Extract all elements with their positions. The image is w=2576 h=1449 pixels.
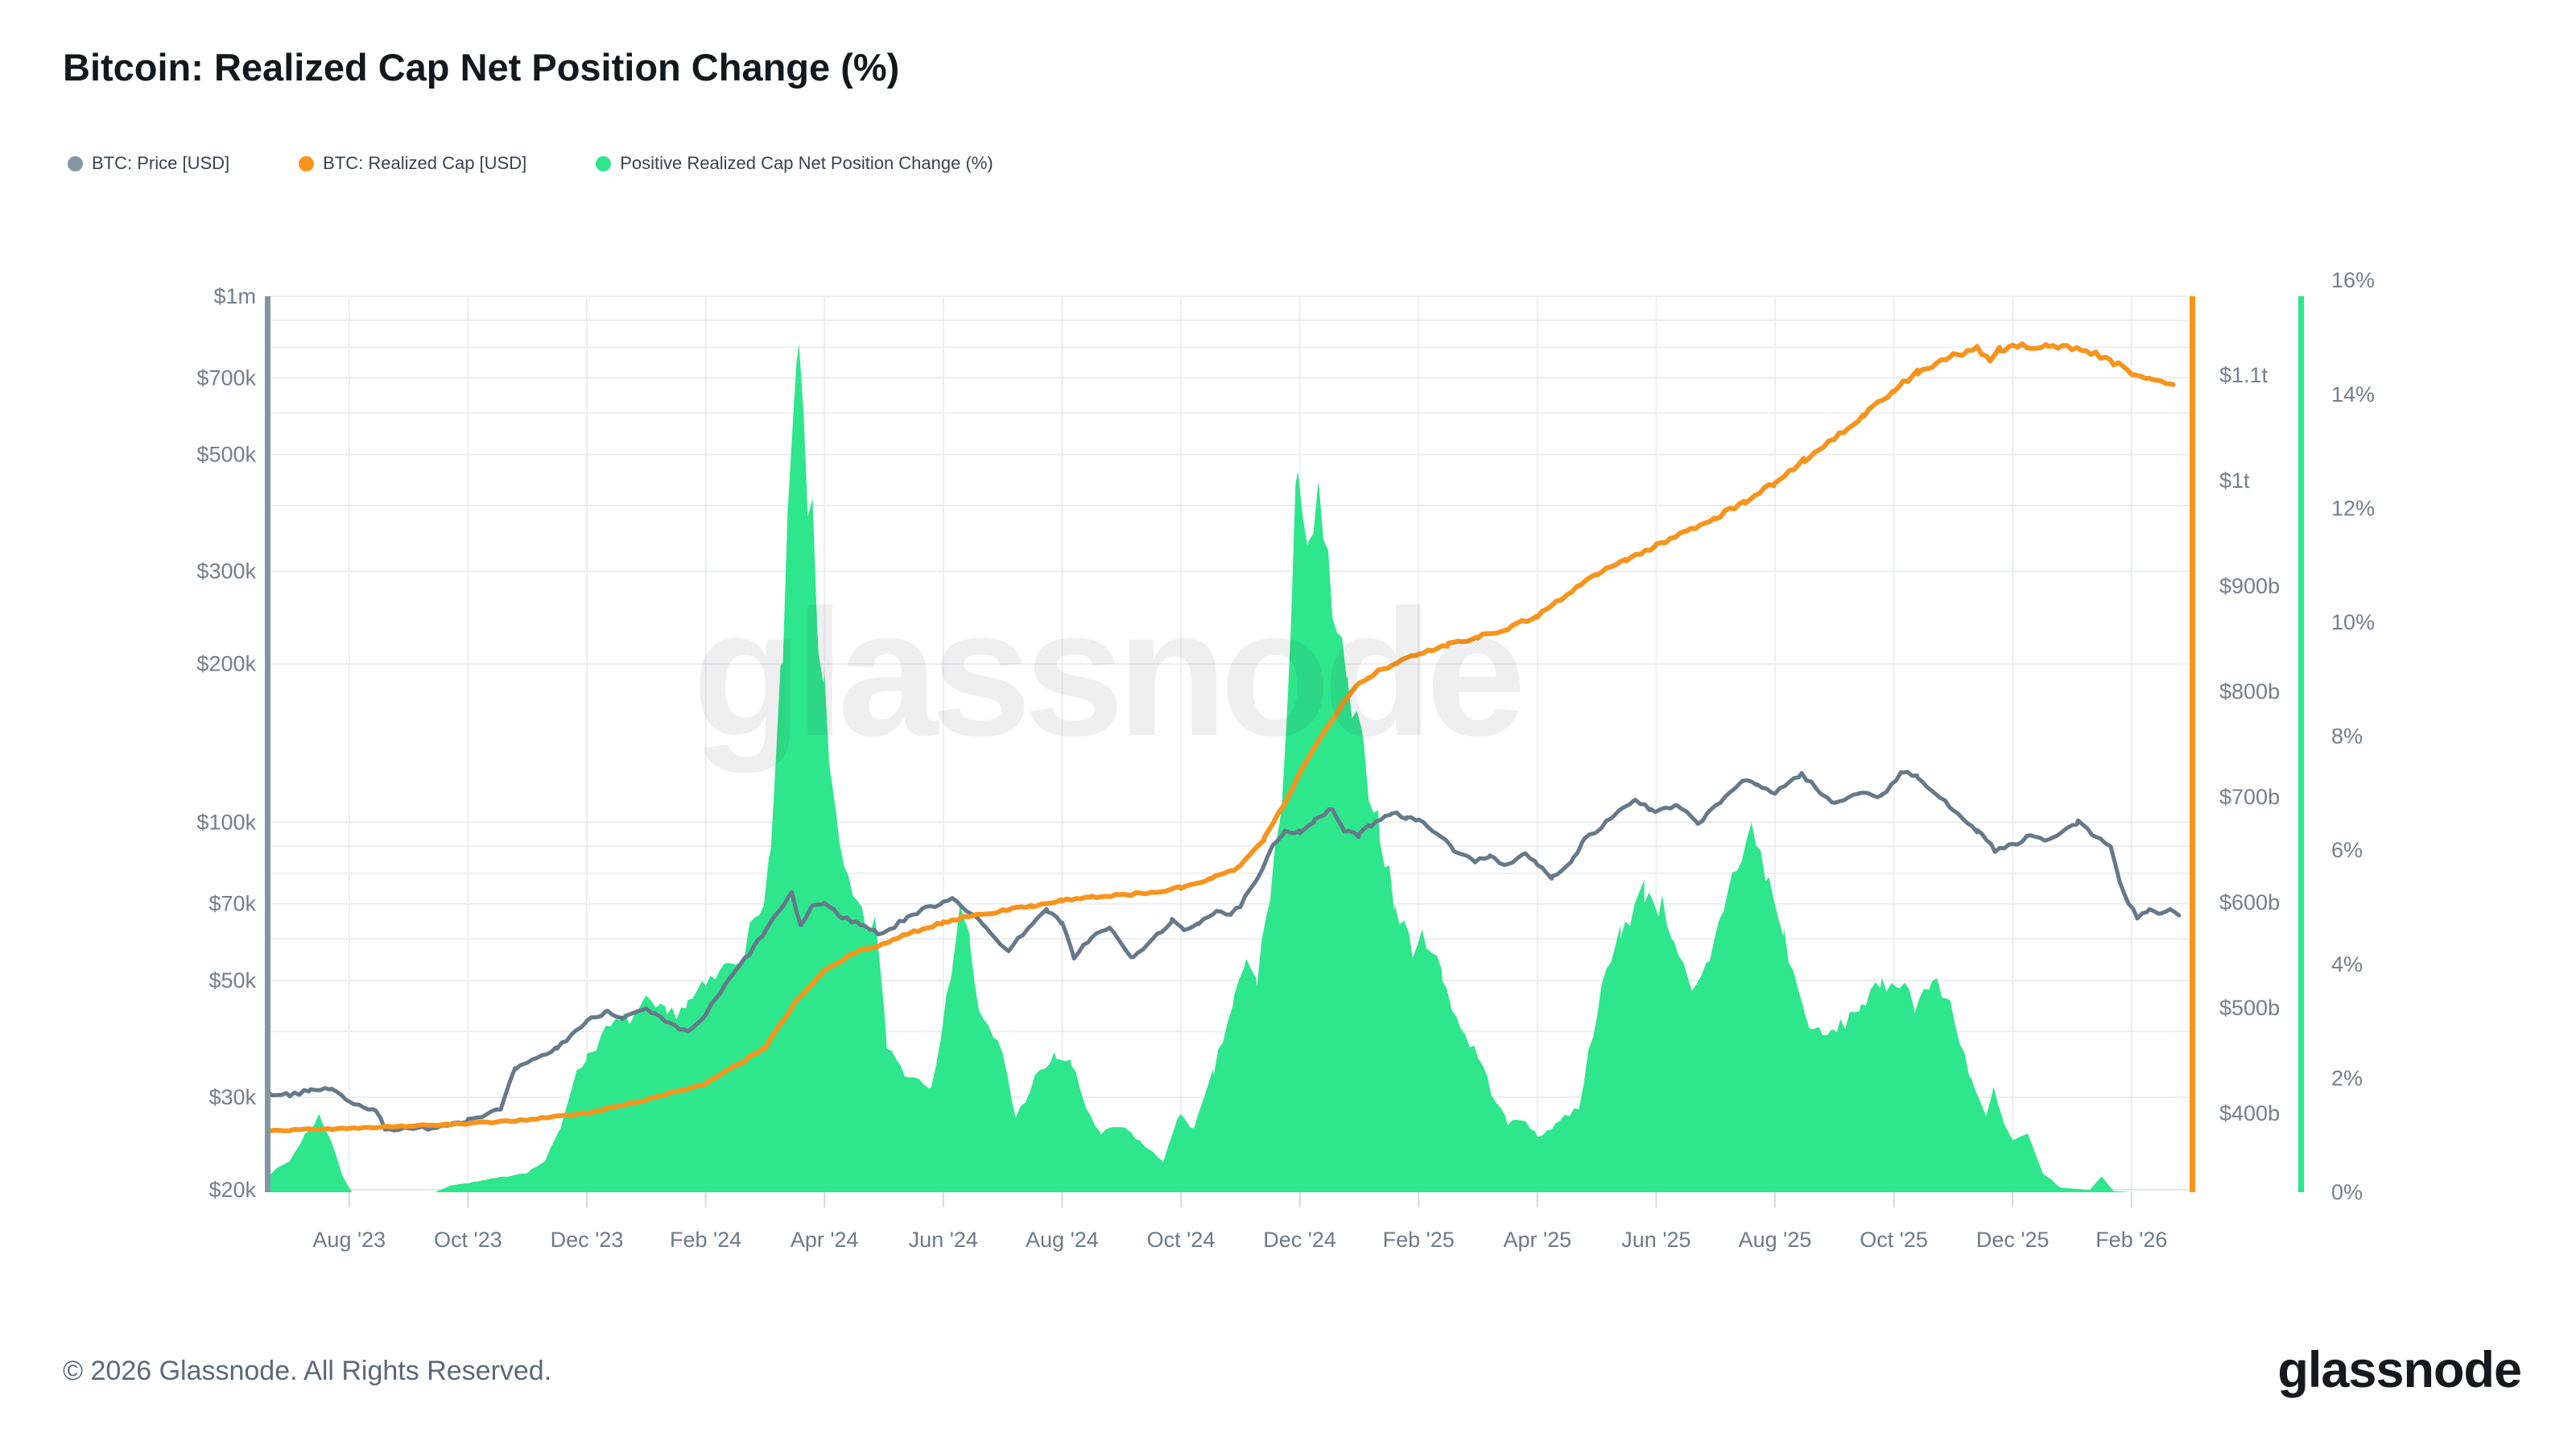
legend-label-npc: Positive Realized Cap Net Position Chang… bbox=[620, 153, 993, 173]
x-tick-label: Jun '25 bbox=[1621, 1228, 1690, 1252]
cap-axis-label: $800b bbox=[2219, 679, 2280, 704]
page-title: Bitcoin: Realized Cap Net Position Chang… bbox=[63, 46, 900, 89]
price-axis-label: $50k bbox=[208, 968, 256, 993]
pct-axis-label: 16% bbox=[2331, 268, 2375, 292]
legend-label-price: BTC: Price [USD] bbox=[92, 153, 230, 173]
price-axis-label: $30k bbox=[208, 1085, 256, 1109]
cap-axis-label: $500b bbox=[2219, 996, 2280, 1020]
pct-axis-label: 8% bbox=[2331, 724, 2363, 749]
price-axis-bar bbox=[265, 296, 270, 1192]
price-axis-label: $700k bbox=[196, 365, 256, 390]
x-tick-label: Aug '23 bbox=[312, 1228, 386, 1252]
pct-axis-label: 10% bbox=[2331, 610, 2375, 634]
cap-axis-label: $1t bbox=[2219, 469, 2250, 493]
x-tick-label: Oct '23 bbox=[434, 1228, 502, 1252]
price-legend-dot-icon bbox=[68, 155, 83, 171]
pct-axis-label: 4% bbox=[2331, 952, 2363, 976]
x-tick-label: Dec '23 bbox=[551, 1228, 624, 1252]
price-axis-label: $200k bbox=[196, 652, 256, 676]
npc-axis-bar bbox=[2298, 296, 2304, 1192]
realized-cap-legend-dot-icon bbox=[299, 155, 315, 171]
series-layer bbox=[267, 341, 2182, 1192]
x-tick-label: Aug '25 bbox=[1739, 1228, 1812, 1252]
pct-axis-label: 12% bbox=[2331, 496, 2375, 520]
axis-bars bbox=[265, 296, 2304, 1192]
legend-item-price[interactable]: BTC: Price [USD] bbox=[68, 153, 229, 174]
x-tick-label: Apr '24 bbox=[791, 1228, 859, 1252]
npc-area-series bbox=[267, 344, 2179, 1192]
pct-axis-label: 6% bbox=[2331, 838, 2363, 862]
x-tick-label: Oct '24 bbox=[1147, 1228, 1216, 1252]
price-axis-label: $20k bbox=[208, 1178, 256, 1202]
price-axis-label: $70k bbox=[208, 892, 256, 916]
cap-axis-label: $400b bbox=[2219, 1101, 2280, 1125]
x-tick-label: Feb '24 bbox=[670, 1228, 741, 1252]
cap-axis-label: $700b bbox=[2219, 785, 2280, 809]
pct-axis-label: 0% bbox=[2331, 1180, 2363, 1204]
x-tick-label: Jun '24 bbox=[909, 1228, 978, 1252]
cap-axis-label: $600b bbox=[2219, 890, 2280, 914]
glassnode-logo: glassnode bbox=[2277, 1342, 2522, 1398]
price-axis-label: $1m bbox=[213, 284, 256, 308]
price-axis-label: $500k bbox=[196, 443, 256, 467]
axis-labels: $1m $700k $500k $300k $200k $100k $70k $50k $30k… bbox=[196, 268, 2375, 1204]
x-tick-label: Feb '25 bbox=[1383, 1228, 1455, 1252]
price-line-series bbox=[267, 770, 2182, 1133]
x-tick-label: Feb '26 bbox=[2095, 1228, 2167, 1252]
cap-axis-bar bbox=[2190, 296, 2195, 1192]
x-tick-label: Aug '24 bbox=[1026, 1228, 1099, 1252]
pct-axis-label: 2% bbox=[2331, 1066, 2363, 1090]
price-axis-label: $300k bbox=[196, 559, 256, 584]
footer-copyright: © 2026 Glassnode. All Rights Reserved. bbox=[63, 1356, 552, 1386]
x-tick-label: Dec '24 bbox=[1263, 1228, 1336, 1252]
legend-item-realized-cap[interactable]: BTC: Realized Cap [USD] bbox=[299, 153, 526, 174]
realized-cap-line-series bbox=[267, 341, 2176, 1134]
cap-axis-label: $1.1t bbox=[2219, 363, 2268, 387]
price-axis-label: $100k bbox=[196, 810, 256, 834]
cap-axis-label: $900b bbox=[2219, 574, 2280, 598]
pct-axis-label: 14% bbox=[2331, 382, 2375, 407]
legend: BTC: Price [USD] BTC: Realized Cap [USD]… bbox=[68, 153, 993, 174]
x-tick-label: Apr '25 bbox=[1503, 1228, 1571, 1252]
x-tick-label: Oct '25 bbox=[1860, 1228, 1928, 1252]
npc-legend-dot-icon bbox=[596, 155, 612, 171]
x-tick-label: Dec '25 bbox=[1976, 1228, 2050, 1252]
legend-label-realized-cap: BTC: Realized Cap [USD] bbox=[323, 153, 527, 173]
legend-item-npc[interactable]: Positive Realized Cap Net Position Chang… bbox=[596, 153, 993, 174]
